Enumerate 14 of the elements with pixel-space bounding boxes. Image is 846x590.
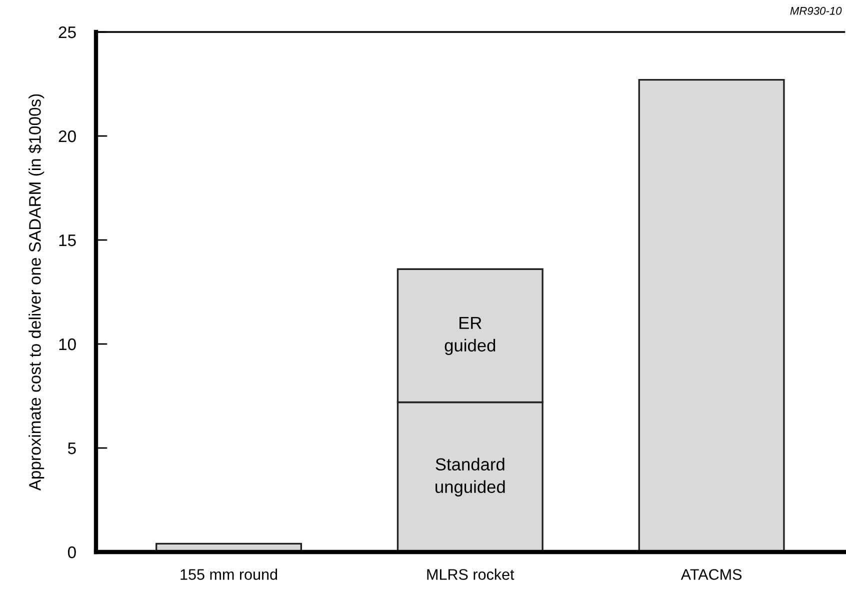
- bar: [638, 79, 785, 552]
- series-label: Standard unguided: [436, 458, 505, 496]
- y-axis-title: Approximate cost to deliver one SADARM (in $1000s): [28, 94, 44, 491]
- y-tick-label: 15: [59, 234, 76, 246]
- x-tick-label: MLRS rocket: [427, 568, 514, 580]
- y-tick-label: 5: [68, 442, 76, 454]
- y-tick-label: 20: [58, 130, 76, 142]
- y-tick-label: 25: [58, 26, 76, 38]
- text: MR930-10: [790, 6, 842, 15]
- x-tick-label: ATACMS: [680, 569, 742, 580]
- y-tick-label: 10: [59, 338, 76, 350]
- x-tick-label: 155 mm round: [180, 568, 278, 580]
- y-tick-label: 0: [68, 546, 76, 558]
- series-label: ER guided: [444, 316, 496, 356]
